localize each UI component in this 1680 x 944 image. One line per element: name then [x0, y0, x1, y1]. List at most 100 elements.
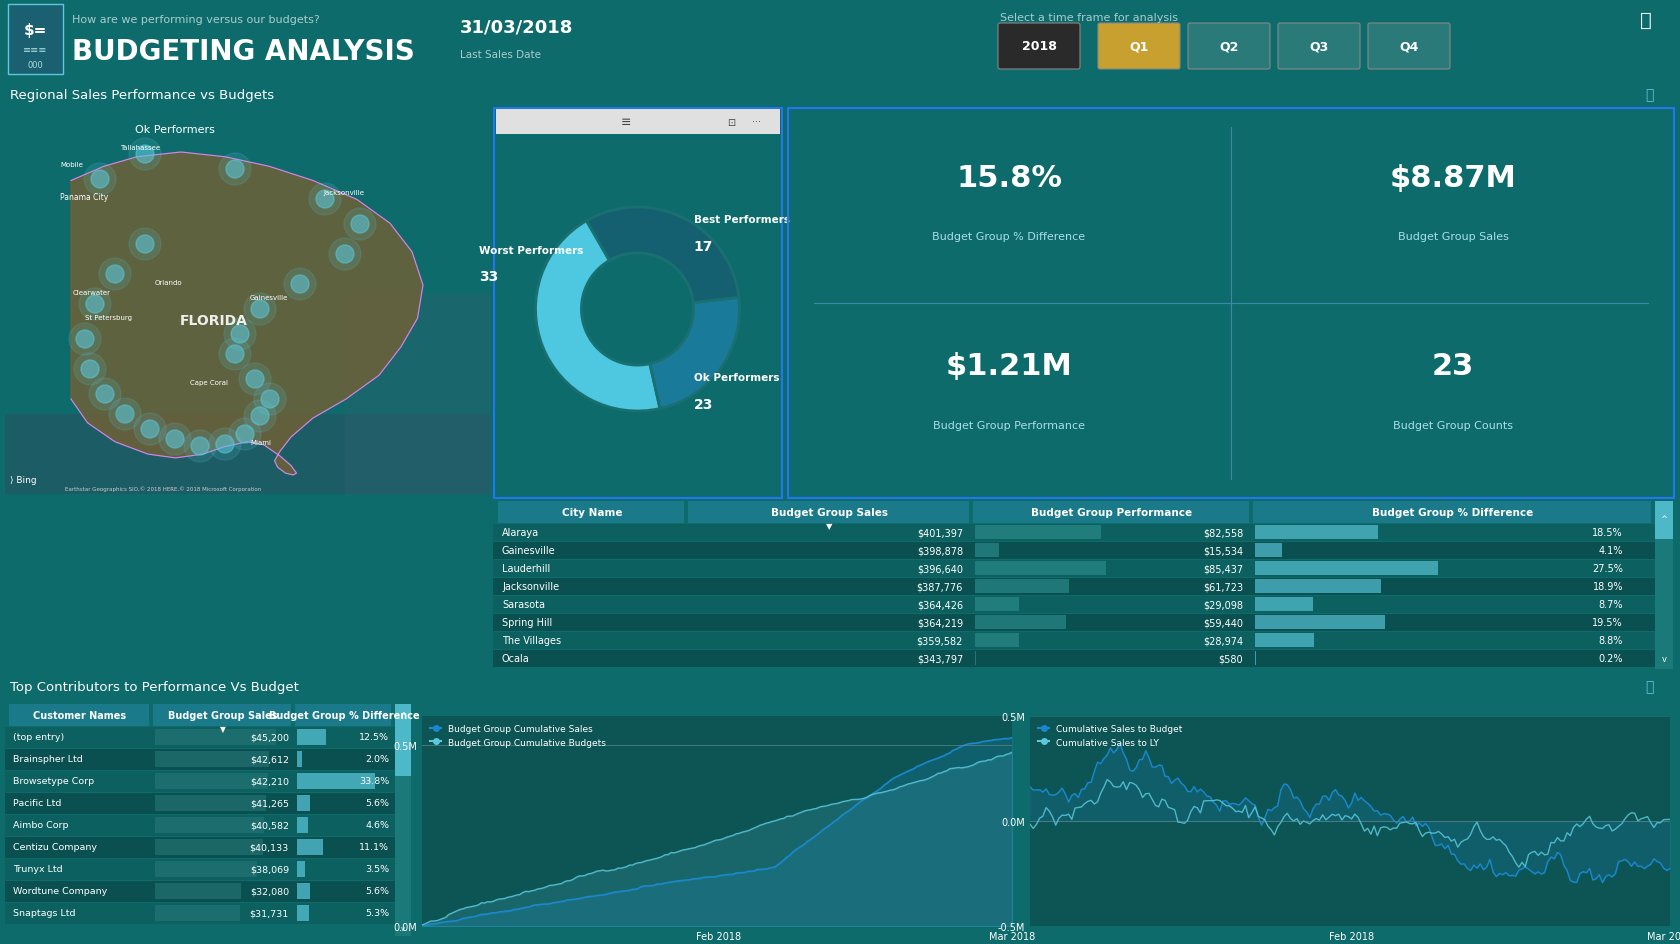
Text: Regional Sales Performance vs Budgets: Regional Sales Performance vs Budgets [10, 89, 274, 101]
Text: St Petersburg: St Petersburg [86, 314, 133, 321]
FancyBboxPatch shape [998, 24, 1080, 70]
Text: 2018: 2018 [1021, 41, 1057, 54]
Circle shape [250, 408, 269, 426]
Bar [492, 650, 1655, 667]
Circle shape [230, 326, 249, 344]
Circle shape [134, 413, 166, 446]
Circle shape [244, 400, 276, 432]
Text: $31,731: $31,731 [250, 908, 289, 918]
Text: Select a time frame for analysis: Select a time frame for analysis [1000, 13, 1178, 23]
Text: ≡: ≡ [622, 116, 632, 129]
Circle shape [192, 437, 208, 456]
Text: Lauderhill: Lauderhill [502, 564, 551, 573]
Text: $42,210: $42,210 [250, 777, 289, 785]
Bar [1255, 526, 1378, 539]
Text: Tallahassee: Tallahassee [119, 144, 160, 151]
Bar [497, 501, 684, 523]
Text: $15,534: $15,534 [1203, 546, 1243, 555]
Text: Budget Group Counts: Budget Group Counts [1393, 420, 1514, 430]
Bar [974, 598, 1020, 612]
Bar [974, 633, 1020, 648]
Circle shape [227, 346, 244, 363]
Bar [689, 501, 969, 523]
Bar [297, 729, 326, 745]
Bar [155, 773, 269, 789]
Circle shape [166, 430, 185, 448]
Bar [8, 5, 64, 75]
Text: 8.8%: 8.8% [1599, 635, 1623, 646]
Text: Jacksonville: Jacksonville [502, 582, 559, 591]
Text: Ok Performers: Ok Performers [134, 125, 215, 135]
Bar [155, 751, 269, 767]
Text: $38,069: $38,069 [250, 865, 289, 873]
Circle shape [136, 236, 155, 254]
Text: Budget Group Sales: Budget Group Sales [1398, 232, 1509, 242]
Bar [974, 526, 1100, 539]
Text: 2.0%: 2.0% [365, 754, 390, 764]
Circle shape [344, 209, 376, 241]
Text: 31/03/2018: 31/03/2018 [460, 19, 573, 37]
Text: ≡≡≡: ≡≡≡ [24, 45, 47, 55]
Bar [974, 544, 998, 557]
Text: $59,440: $59,440 [1203, 617, 1243, 628]
Text: 5.6%: 5.6% [365, 799, 390, 808]
Bar [155, 883, 240, 899]
Text: Clearwater: Clearwater [72, 290, 111, 295]
Text: 4.6%: 4.6% [365, 820, 390, 830]
Circle shape [291, 276, 309, 294]
Circle shape [218, 154, 250, 186]
Text: 12.5%: 12.5% [360, 733, 390, 742]
Text: $343,797: $343,797 [917, 653, 963, 664]
Bar [492, 543, 1655, 560]
Circle shape [84, 164, 116, 195]
Text: Q2: Q2 [1220, 41, 1238, 54]
Bar [5, 859, 395, 880]
Bar [297, 861, 306, 877]
Circle shape [89, 379, 121, 411]
Text: Q1: Q1 [1129, 41, 1149, 54]
Circle shape [329, 239, 361, 271]
Bar [1655, 501, 1673, 669]
Circle shape [136, 145, 155, 164]
Circle shape [351, 216, 370, 234]
Text: 27.5%: 27.5% [1593, 564, 1623, 573]
Text: Centizu Company: Centizu Company [13, 843, 97, 851]
Text: $85,437: $85,437 [1203, 564, 1243, 573]
Text: Last Sales Date: Last Sales Date [460, 50, 541, 59]
Wedge shape [536, 222, 660, 412]
Circle shape [129, 139, 161, 171]
Bar [155, 861, 257, 877]
Circle shape [74, 354, 106, 385]
Bar [492, 525, 1655, 542]
Circle shape [106, 265, 124, 284]
Bar [974, 580, 1070, 594]
Text: ▼: ▼ [220, 725, 225, 733]
Text: Q3: Q3 [1309, 41, 1329, 54]
Circle shape [81, 361, 99, 379]
Text: Budget Group Performance: Budget Group Performance [932, 420, 1085, 430]
Text: Customer Names: Customer Names [34, 710, 126, 720]
Circle shape [79, 289, 111, 321]
Text: Spring Hill: Spring Hill [502, 617, 553, 628]
Text: ^: ^ [400, 711, 407, 717]
Text: 18.5%: 18.5% [1593, 528, 1623, 537]
Text: Budget Group Performance: Budget Group Performance [1032, 508, 1193, 517]
Text: Mobile: Mobile [60, 161, 82, 168]
Text: $82,558: $82,558 [1203, 528, 1243, 537]
Text: 5.6%: 5.6% [365, 886, 390, 896]
Text: BUDGETING ANALYSIS: BUDGETING ANALYSIS [72, 38, 415, 66]
Text: 8.7%: 8.7% [1598, 599, 1623, 610]
Text: The Villages: The Villages [502, 635, 561, 646]
Text: $40,133: $40,133 [250, 843, 289, 851]
Text: ▼: ▼ [827, 522, 833, 531]
Text: Panama City: Panama City [60, 193, 108, 202]
Text: 5.3%: 5.3% [365, 908, 390, 918]
Circle shape [96, 385, 114, 404]
Text: ⬜: ⬜ [1645, 680, 1653, 693]
Text: v: v [402, 925, 405, 931]
Text: $580: $580 [1218, 653, 1243, 664]
Text: How are we performing versus our budgets?: How are we performing versus our budgets… [72, 15, 319, 25]
Bar [974, 562, 1105, 576]
Text: Orlando: Orlando [155, 279, 183, 286]
Bar [492, 579, 1655, 596]
